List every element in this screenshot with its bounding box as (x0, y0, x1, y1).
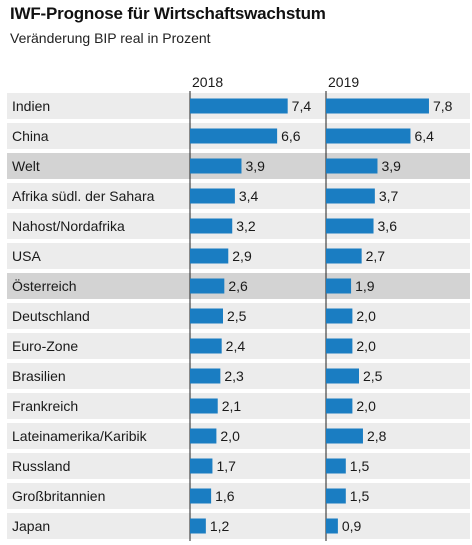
category-label: USA (12, 248, 41, 264)
category-label: Japan (12, 518, 50, 534)
value-label-2019: 2,0 (356, 338, 376, 354)
bar-2018 (190, 488, 212, 504)
value-label-2019: 6,4 (414, 128, 434, 144)
value-label-2019: 0,9 (342, 518, 362, 534)
year-label-2019: 2019 (328, 74, 359, 90)
value-label-2019: 2,8 (367, 428, 387, 444)
category-label: Deutschland (12, 308, 90, 324)
value-label-2019: 1,5 (350, 458, 370, 474)
value-label-2019: 3,6 (378, 218, 398, 234)
row-band (7, 183, 470, 209)
category-label: China (12, 128, 49, 144)
bar-2018 (190, 248, 229, 264)
value-label-2018: 1,2 (210, 518, 230, 534)
bar-2019 (326, 278, 352, 294)
value-label-2018: 7,4 (292, 98, 312, 114)
value-label-2018: 2,3 (224, 368, 244, 384)
row-band (7, 423, 470, 449)
row-band (7, 393, 470, 419)
value-label-2018: 2,4 (226, 338, 246, 354)
row-band (7, 333, 470, 359)
bar-2019 (326, 188, 375, 204)
bar-2018 (190, 188, 235, 204)
row-band (7, 303, 470, 329)
category-label: Indien (12, 98, 50, 114)
value-label-2018: 3,2 (236, 218, 256, 234)
bar-2018 (190, 128, 278, 144)
bar-2019 (326, 218, 374, 234)
row-band (7, 243, 470, 269)
value-label-2018: 2,9 (232, 248, 252, 264)
value-label-2019: 2,0 (356, 398, 376, 414)
value-label-2018: 1,7 (216, 458, 236, 474)
value-label-2018: 1,6 (215, 488, 235, 504)
value-label-2019: 2,0 (356, 308, 376, 324)
bar-2019 (326, 338, 353, 354)
category-label: Nahost/Nordafrika (12, 218, 125, 234)
row-band (7, 483, 470, 509)
bar-2018 (190, 518, 206, 534)
bar-2018 (190, 428, 217, 444)
bar-2019 (326, 308, 353, 324)
value-label-2019: 7,8 (433, 98, 453, 114)
row-band (7, 453, 470, 479)
value-label-2018: 6,6 (281, 128, 301, 144)
value-label-2018: 2,0 (220, 428, 240, 444)
bar-2019 (326, 368, 359, 384)
bar-2018 (190, 218, 233, 234)
bar-2018 (190, 308, 223, 324)
value-label-2019: 2,7 (366, 248, 386, 264)
value-label-2019: 1,9 (355, 278, 375, 294)
bar-2018 (190, 338, 222, 354)
bar-2019 (326, 158, 378, 174)
chart-subtitle: Veränderung BIP real in Prozent (10, 30, 211, 46)
bar-2018 (190, 98, 288, 114)
year-label-2018: 2018 (192, 74, 223, 90)
value-label-2018: 3,9 (245, 158, 265, 174)
category-label: Frankreich (12, 398, 78, 414)
value-label-2018: 2,6 (228, 278, 248, 294)
category-label: Euro-Zone (12, 338, 78, 354)
row-band (7, 273, 470, 299)
bar-2018 (190, 398, 218, 414)
bar-2019 (326, 398, 353, 414)
category-label: Lateinamerika/Karibik (12, 428, 148, 444)
row-band (7, 213, 470, 239)
bar-2018 (190, 278, 225, 294)
chart-title: IWF-Prognose für Wirtschaftswachstum (10, 4, 326, 23)
category-label: Russland (12, 458, 70, 474)
bar-2019 (326, 458, 346, 474)
value-label-2019: 2,5 (363, 368, 383, 384)
value-label-2019: 3,7 (379, 188, 399, 204)
row-band (7, 513, 470, 539)
category-label: Großbritannien (12, 488, 105, 504)
bar-2019 (326, 428, 363, 444)
bar-2019 (326, 128, 411, 144)
value-label-2018: 2,5 (227, 308, 247, 324)
category-label: Afrika südl. der Sahara (12, 188, 155, 204)
category-label: Welt (12, 158, 40, 174)
value-label-2019: 1,5 (350, 488, 370, 504)
row-band (7, 363, 470, 389)
bar-2018 (190, 458, 213, 474)
bar-2019 (326, 518, 338, 534)
bar-2019 (326, 488, 346, 504)
bar-2019 (326, 248, 362, 264)
value-label-2018: 2,1 (222, 398, 242, 414)
category-label: Österreich (12, 277, 77, 294)
value-label-2019: 3,9 (381, 158, 401, 174)
bar-2019 (326, 98, 429, 114)
bar-2018 (190, 368, 221, 384)
value-label-2018: 3,4 (239, 188, 259, 204)
bar-2018 (190, 158, 242, 174)
category-label: Brasilien (12, 368, 66, 384)
